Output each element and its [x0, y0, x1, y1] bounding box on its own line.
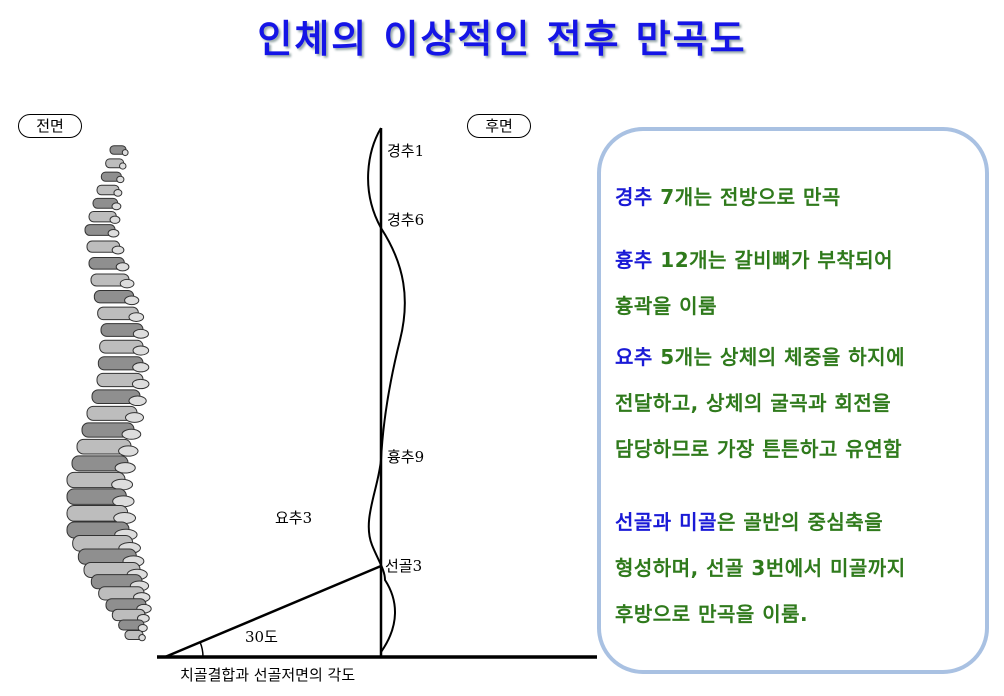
text-line: 흉곽을 이룸: [615, 290, 893, 336]
text-line: 흉추 12개는 갈비뼈가 부착되어: [615, 244, 893, 290]
text-segment: 전달하고, 상체의 굴곡과 회전을: [615, 391, 892, 415]
text-segment: 흉곽을 이룸: [615, 294, 717, 318]
angle-arc: [199, 641, 204, 658]
text-segment: 5개는 상체의 체중을 하지에: [652, 345, 905, 369]
process: [132, 345, 150, 356]
label: 경추1: [387, 142, 424, 160]
process: [111, 478, 134, 491]
text-line: 요추 5개는 상체의 체중을 하지에: [615, 341, 905, 387]
text-segment: 담당하므로 가장 튼튼하고 유연함: [615, 437, 902, 461]
front-label: 전면: [18, 114, 82, 138]
process: [119, 162, 127, 170]
label: 요추3: [275, 509, 312, 527]
text-segment: 7개는 전방으로 만곡: [652, 185, 841, 209]
text-segment: 12개는 갈비뼈가 부착되어: [652, 248, 894, 272]
label: 경추6: [387, 211, 424, 229]
label: 흉추9: [387, 448, 424, 466]
process: [107, 228, 120, 238]
process: [109, 215, 121, 224]
process: [132, 362, 150, 373]
process: [111, 245, 125, 255]
process: [121, 428, 142, 440]
text-line: 후방으로 만곡을 이룸.: [615, 598, 906, 644]
text-segment: 은 골반의 중심축을: [716, 510, 884, 534]
title: 인체의 이상적인 전후 만곡도: [257, 17, 747, 61]
process: [128, 395, 147, 407]
text-line: 형성하며, 선골 3번에서 미골까지: [615, 552, 906, 598]
text-line: 전달하고, 상체의 굴곡과 회전을: [615, 387, 905, 433]
text-segment: 선골과 미골: [615, 510, 717, 534]
spine-curve: [367, 127, 406, 653]
process: [118, 445, 139, 457]
text-segment: 요추: [615, 345, 653, 369]
process: [137, 623, 148, 633]
process: [131, 378, 150, 390]
process: [116, 175, 125, 184]
text-line: 선골과 미골은 골반의 중심축을: [615, 506, 906, 552]
text-line: 경추 7개는 전방으로 만곡: [615, 181, 841, 227]
text-segment: 형성하며, 선골 3번에서 미골까지: [615, 556, 906, 580]
process: [111, 202, 122, 211]
text-segment: 후방으로 만곡을 이룸.: [615, 602, 809, 626]
process: [125, 412, 144, 423]
process: [128, 312, 145, 322]
process: [124, 295, 140, 306]
process: [138, 634, 146, 642]
spine-illustration: [66, 145, 152, 642]
process: [114, 462, 136, 474]
label: 선골3: [385, 557, 422, 575]
process: [119, 278, 135, 289]
back-label: 후면: [467, 114, 531, 138]
sacral-line: [164, 564, 382, 659]
caption: 치골결합과 선골저면의 각도: [180, 666, 355, 684]
text-segment: 흉추: [615, 248, 653, 272]
label: 30도: [245, 628, 278, 646]
process: [132, 328, 149, 339]
paragraph: 경추 7개는 전방으로 만곡: [615, 181, 841, 227]
process: [121, 149, 129, 157]
process: [115, 262, 130, 272]
text-segment: 경추: [615, 185, 653, 209]
text-line: 담당하므로 가장 튼튼하고 유연함: [615, 433, 905, 479]
process: [113, 189, 123, 197]
